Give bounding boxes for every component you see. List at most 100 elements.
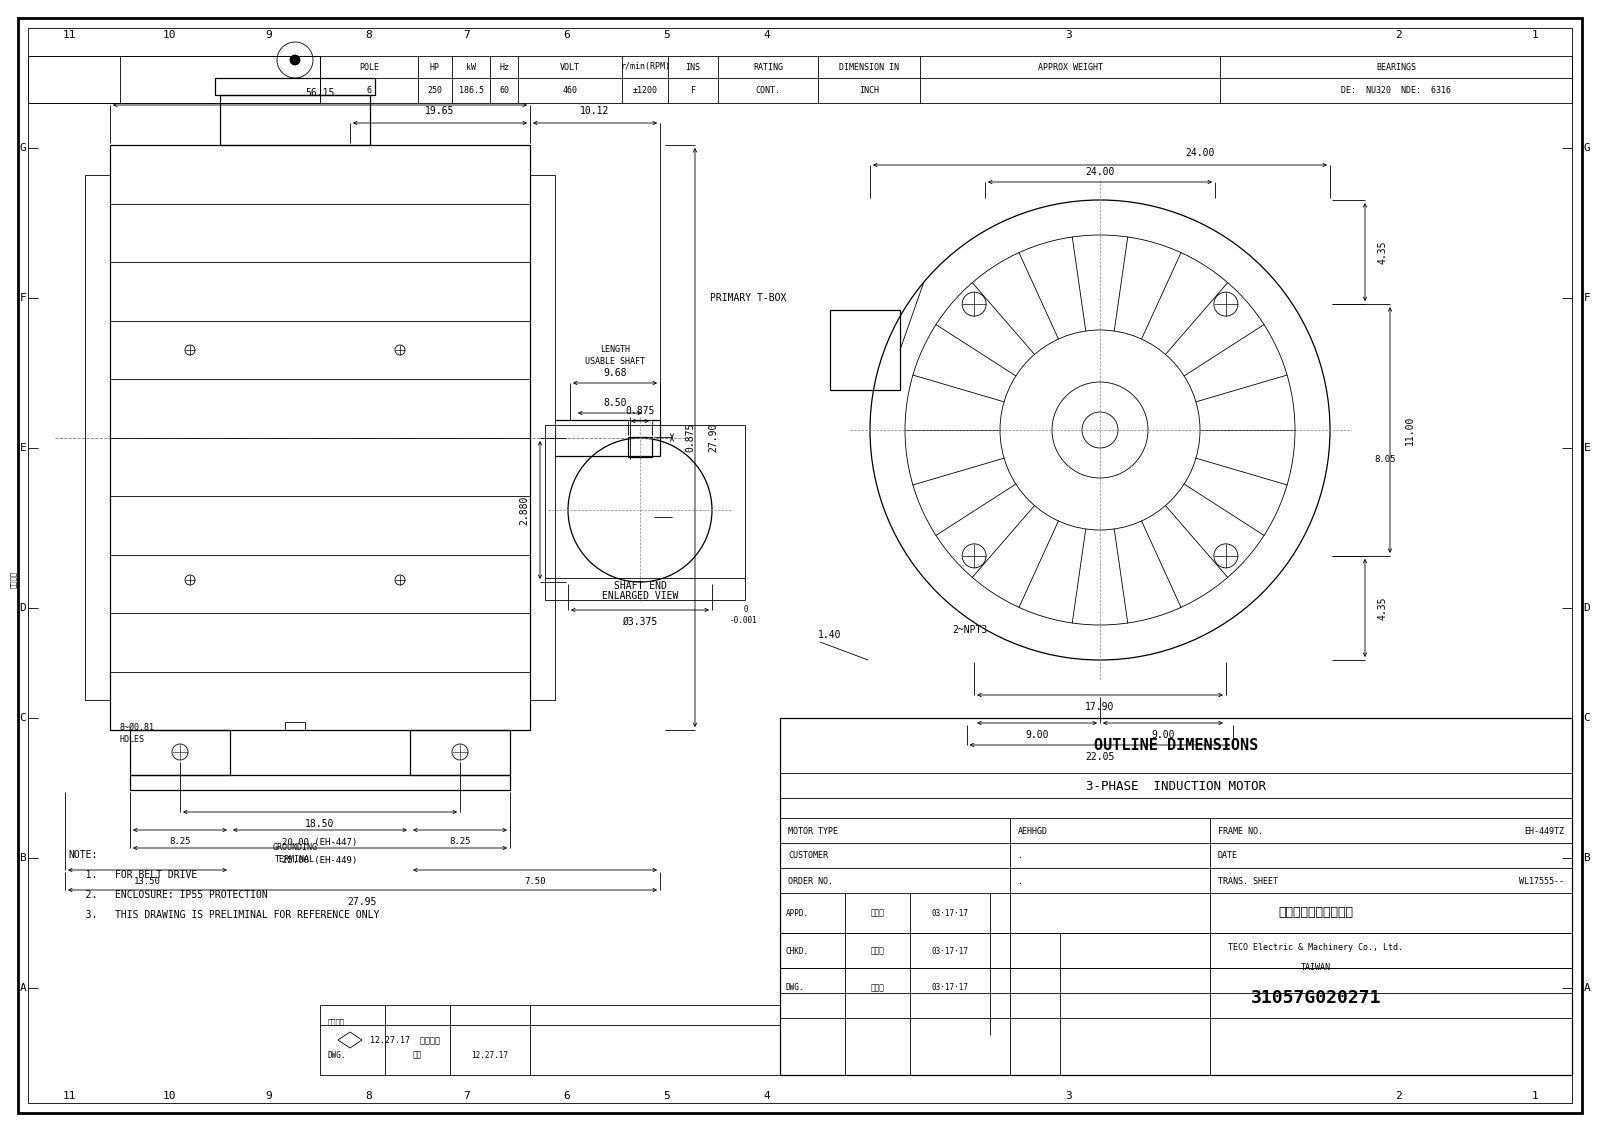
Text: MOTOR TYPE: MOTOR TYPE [787,827,838,836]
Text: INS: INS [685,62,701,71]
Text: B: B [19,853,26,863]
Text: AEHHGD: AEHHGD [1018,827,1048,836]
Text: Ø3.375: Ø3.375 [622,618,658,627]
Text: 17.90: 17.90 [1085,702,1115,713]
Text: 0.875: 0.875 [685,423,694,452]
Text: 250: 250 [427,86,443,95]
Text: 4: 4 [763,31,770,40]
Text: 10: 10 [162,31,176,40]
Bar [29,57,320,103]
Text: 24.00: 24.00 [1085,167,1115,176]
Text: 24.00: 24.00 [1186,148,1214,158]
Text: TAIWAN: TAIWAN [1301,964,1331,973]
Text: ±1200: ±1200 [632,86,658,95]
Text: NOTE:: NOTE: [67,851,98,860]
Text: 8.25: 8.25 [450,837,470,846]
Text: HP: HP [430,62,440,71]
Text: 9.68: 9.68 [603,368,627,378]
Text: 25.00 (EH-449): 25.00 (EH-449) [282,855,358,864]
Text: HOLES: HOLES [120,734,146,743]
Text: 8.25: 8.25 [170,837,190,846]
Text: 2.880: 2.880 [518,495,530,525]
Text: 11: 11 [62,31,75,40]
Text: 56.15: 56.15 [306,88,334,98]
Bar [530,175,555,700]
Text: 6: 6 [366,86,371,95]
Text: OUTLINE DIMENSIONS: OUTLINE DIMENSIONS [1094,739,1258,753]
Bar [110,145,530,729]
Text: PRIMARY T-BOX: PRIMARY T-BOX [710,293,786,303]
Text: 03·17·17: 03·17·17 [931,908,968,917]
Text: 徐載豪: 徐載豪 [870,908,885,917]
Text: SHAFT END: SHAFT END [613,581,667,592]
Text: 7.50: 7.50 [525,878,546,887]
Text: F: F [691,86,696,95]
Bar [781,718,1571,1074]
Text: 10.12: 10.12 [581,106,610,116]
Text: 8.50: 8.50 [603,398,627,408]
Text: 4.35: 4.35 [1378,240,1389,264]
Text: 6: 6 [563,1091,570,1100]
Text: 12.27.17: 12.27.17 [472,1051,509,1060]
Text: 10: 10 [162,1091,176,1100]
Text: 2: 2 [1395,1091,1402,1100]
Text: 解民說明: 解民說明 [328,1019,346,1026]
Text: 2.   ENCLOSURE: IP55 PROTECTION: 2. ENCLOSURE: IP55 PROTECTION [67,890,267,900]
Text: Hz: Hz [499,62,509,71]
Bar [830,310,899,390]
Text: 1: 1 [1531,31,1538,40]
Text: LENGTH: LENGTH [600,345,630,354]
Bar [85,78,661,789]
Circle shape [290,55,301,64]
Text: 杜地量: 杜地量 [870,984,885,993]
Bar [214,78,374,95]
Text: 7: 7 [464,1091,470,1100]
Text: 解民: 解民 [413,1051,422,1060]
Text: C: C [1584,713,1590,723]
Text: A: A [19,983,26,993]
Text: CUSTOMER: CUSTOMER [787,852,829,861]
Bar [221,95,370,145]
Text: WL17555--: WL17555-- [1518,877,1565,886]
Text: 3-PHASE  INDUCTION MOTOR: 3-PHASE INDUCTION MOTOR [1086,779,1266,793]
Text: 7: 7 [464,31,470,40]
Text: 8.05: 8.05 [1374,456,1395,465]
Text: 27.95: 27.95 [347,897,378,907]
Text: 4.35: 4.35 [1378,596,1389,620]
Text: DIMENSION IN: DIMENSION IN [838,62,899,71]
Text: 03·17·17: 03·17·17 [931,947,968,956]
Text: 0.875: 0.875 [626,406,654,416]
Text: VOLT: VOLT [560,62,579,71]
Text: 22.05: 22.05 [1085,752,1115,762]
Text: .: . [1018,877,1022,886]
Text: APPD.: APPD. [786,908,810,917]
Text: EH-449TZ: EH-449TZ [1523,827,1565,836]
Text: CHKD.: CHKD. [786,947,810,956]
Text: 9.00: 9.00 [1150,729,1174,740]
Text: D: D [1584,603,1590,613]
Text: TECO Electric & Machinery Co., Ltd.: TECO Electric & Machinery Co., Ltd. [1229,943,1403,952]
Text: 9.00: 9.00 [1026,729,1050,740]
Bar [410,729,510,775]
Text: 27.90: 27.90 [707,423,718,452]
Text: 9: 9 [266,1091,272,1100]
Bar [130,729,230,775]
Text: 0
-0.001: 0 -0.001 [730,605,758,624]
Text: USABLE SHAFT: USABLE SHAFT [586,356,645,365]
Text: 11: 11 [62,1091,75,1100]
Text: DWG.: DWG. [328,1051,347,1060]
Text: E: E [19,443,26,454]
Text: 12.27.17  尺寸變更: 12.27.17 尺寸變更 [370,1036,440,1045]
Text: 9: 9 [266,31,272,40]
Text: 13.50: 13.50 [134,878,162,887]
Text: F: F [1584,293,1590,303]
Text: DWG.: DWG. [786,984,805,993]
Text: 徐載豪: 徐載豪 [870,947,885,956]
Text: 460: 460 [563,86,578,95]
Text: 03·17·17: 03·17·17 [931,984,968,993]
Text: 5: 5 [664,1091,670,1100]
Bar [627,437,653,457]
Text: APPROX WEIGHT: APPROX WEIGHT [1037,62,1102,71]
Text: FRAME NO.: FRAME NO. [1218,827,1262,836]
Text: .: . [1018,852,1022,861]
